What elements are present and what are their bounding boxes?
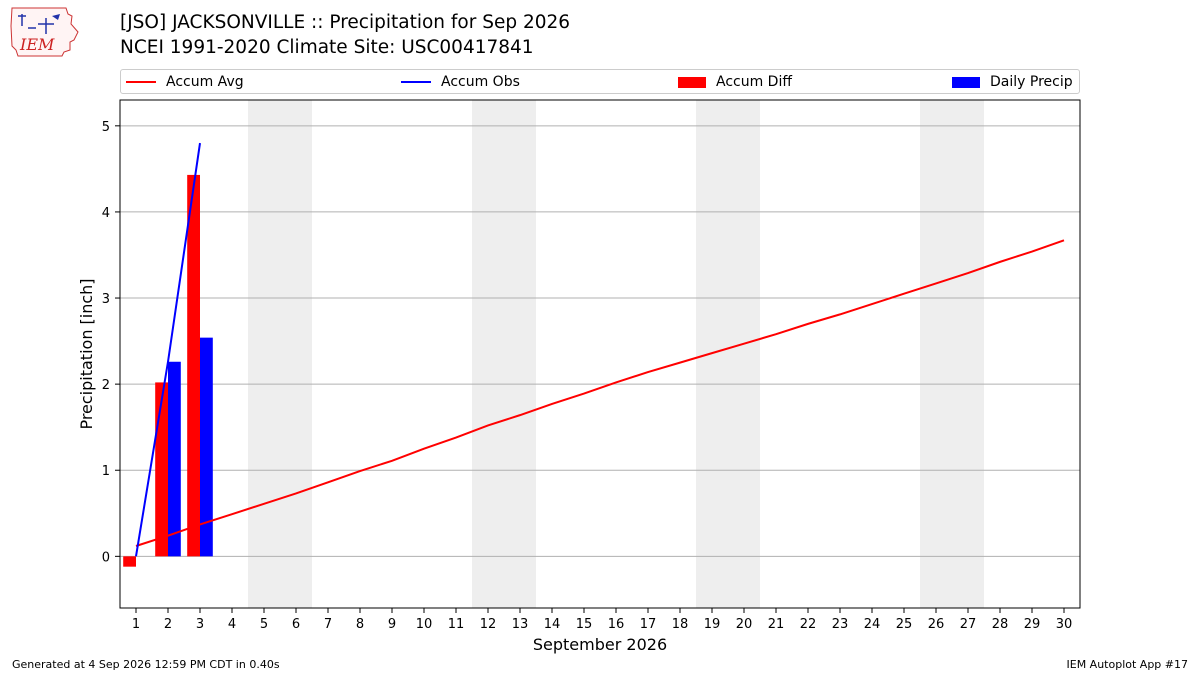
y-tick-label: 0 xyxy=(102,550,110,565)
x-tick-label: 15 xyxy=(576,617,593,632)
daily-precip-bar xyxy=(168,361,181,557)
x-tick-label: 21 xyxy=(768,617,785,632)
x-tick-label: 30 xyxy=(1056,617,1073,632)
y-tick-label: 2 xyxy=(102,378,110,393)
iem-logo: IEM xyxy=(8,6,82,58)
weekend-band xyxy=(248,100,312,608)
x-tick-label: 25 xyxy=(896,617,913,632)
x-tick-label: 5 xyxy=(260,617,268,632)
x-tick-label: 4 xyxy=(228,617,236,632)
y-tick-label: 4 xyxy=(102,206,110,221)
x-tick-label: 19 xyxy=(704,617,721,632)
legend-label-accum-avg: Accum Avg xyxy=(166,74,244,90)
legend-item-accum-diff: Accum Diff xyxy=(678,74,792,90)
y-tick-label: 1 xyxy=(102,464,110,479)
legend-swatch-accum-avg xyxy=(126,81,156,83)
x-tick-label: 9 xyxy=(388,617,396,632)
x-tick-label: 26 xyxy=(928,617,945,632)
x-tick-label: 12 xyxy=(480,617,497,632)
x-ticks: 1 2 3 4 5 6 7 8 9 10 11 12 13 14 15 16 17 18 19 20 21 22 23 24 2… xyxy=(132,608,1072,632)
bars-layer xyxy=(123,174,213,567)
chart-subtitle: NCEI 1991-2020 Climate Site: USC00417841 xyxy=(120,37,534,58)
x-tick-label: 28 xyxy=(992,617,1009,632)
x-tick-label: 13 xyxy=(512,617,529,632)
legend-swatch-accum-obs xyxy=(401,81,431,83)
legend-item-daily-precip: Daily Precip xyxy=(952,74,1073,90)
legend-swatch-accum-diff xyxy=(678,76,706,88)
weekend-band xyxy=(920,100,984,608)
weekend-band xyxy=(472,100,536,608)
x-tick-label: 24 xyxy=(864,617,881,632)
chart-title: [JSO] JACKSONVILLE :: Precipitation for … xyxy=(120,12,571,33)
x-tick-label: 11 xyxy=(448,617,465,632)
daily-precip-bar xyxy=(200,337,213,557)
y-tick-label: 5 xyxy=(102,120,110,135)
grid-lines xyxy=(120,125,1080,557)
accum-diff-bar xyxy=(123,556,136,567)
y-axis-label: Precipitation [inch] xyxy=(77,278,96,429)
accum-diff-bar xyxy=(155,382,168,557)
legend: Accum Avg Accum Obs Accum Diff Daily Pre… xyxy=(120,69,1080,94)
x-tick-label: 8 xyxy=(356,617,364,632)
x-tick-label: 2 xyxy=(164,617,172,632)
accum-diff-bar xyxy=(187,174,200,557)
plot-frame xyxy=(119,99,1081,609)
x-tick-label: 22 xyxy=(800,617,817,632)
legend-item-accum-obs: Accum Obs xyxy=(401,74,520,90)
y-ticks: 0 1 2 3 4 5 xyxy=(102,120,120,565)
legend-item-accum-avg: Accum Avg xyxy=(126,74,244,90)
footer-app: IEM Autoplot App #17 xyxy=(1066,658,1189,671)
x-tick-label: 10 xyxy=(416,617,433,632)
legend-swatch-daily-precip xyxy=(952,76,980,88)
x-tick-label: 20 xyxy=(736,617,753,632)
x-tick-label: 14 xyxy=(544,617,561,632)
x-axis-label: September 2026 xyxy=(533,635,667,654)
legend-label-accum-obs: Accum Obs xyxy=(441,74,520,90)
lines-layer xyxy=(135,142,1065,557)
x-tick-label: 27 xyxy=(960,617,977,632)
footer-generated: Generated at 4 Sep 2026 12:59 PM CDT in … xyxy=(12,658,280,671)
logo-text: IEM xyxy=(19,35,55,54)
accum-obs-line xyxy=(135,142,201,557)
accum-avg-line xyxy=(135,239,1065,547)
x-tick-label: 3 xyxy=(196,617,204,632)
legend-label-daily-precip: Daily Precip xyxy=(990,74,1073,90)
weekend-bands xyxy=(248,100,984,608)
x-tick-label: 29 xyxy=(1024,617,1041,632)
x-tick-label: 16 xyxy=(608,617,625,632)
x-tick-label: 23 xyxy=(832,617,849,632)
x-tick-label: 1 xyxy=(132,617,140,632)
legend-label-accum-diff: Accum Diff xyxy=(716,74,793,90)
y-tick-label: 3 xyxy=(102,292,110,307)
x-tick-label: 17 xyxy=(640,617,657,632)
x-tick-label: 7 xyxy=(324,617,332,632)
x-tick-label: 18 xyxy=(672,617,689,632)
x-tick-label: 6 xyxy=(292,617,300,632)
